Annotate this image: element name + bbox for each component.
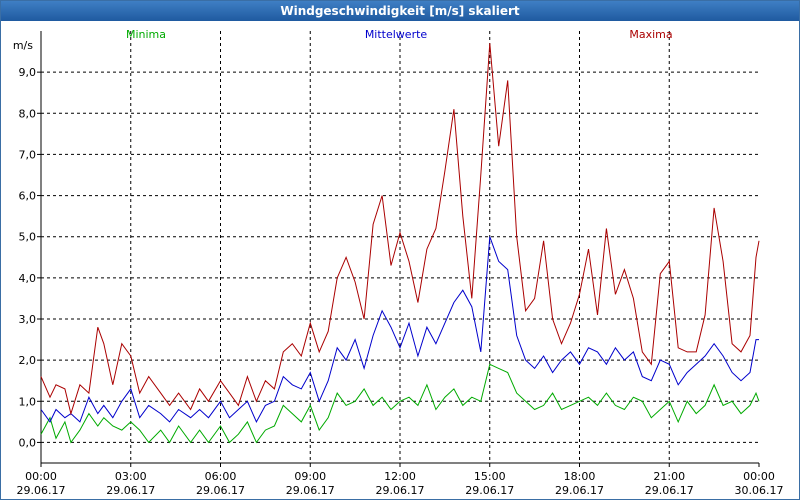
y-axis-label: m/s bbox=[13, 39, 33, 52]
grid bbox=[41, 31, 759, 463]
x-tick-time-label: 21:00 bbox=[653, 470, 685, 483]
x-tick-date-label: 29.06.17 bbox=[465, 484, 514, 497]
x-tick-time-label: 00:00 bbox=[743, 470, 775, 483]
x-tick-date-label: 29.06.17 bbox=[196, 484, 245, 497]
x-tick-date-label: 29.06.17 bbox=[555, 484, 604, 497]
legend-label-minima: Minima bbox=[126, 28, 166, 41]
y-tick-label: 2,0 bbox=[19, 354, 37, 367]
y-tick-label: 1,0 bbox=[19, 395, 37, 408]
y-tick-label: 5,0 bbox=[19, 231, 37, 244]
x-tick-time-label: 06:00 bbox=[205, 470, 237, 483]
x-tick-time-label: 00:00 bbox=[25, 470, 57, 483]
legend-label-mittelwerte: Mittelwerte bbox=[365, 28, 428, 41]
series-line-maxima bbox=[40, 43, 760, 416]
x-tick-time-label: 03:00 bbox=[115, 470, 147, 483]
axes: 0,01,02,03,04,05,06,07,08,09,000:0029.06… bbox=[13, 31, 784, 497]
x-tick-time-label: 09:00 bbox=[294, 470, 326, 483]
y-tick-label: 8,0 bbox=[19, 107, 37, 120]
x-tick-date-label: 29.06.17 bbox=[645, 484, 694, 497]
legend-label-maxima: Maxima bbox=[629, 28, 672, 41]
x-tick-date-label: 29.06.17 bbox=[376, 484, 425, 497]
y-tick-label: 3,0 bbox=[19, 313, 37, 326]
legend: Minima Mittelwerte Maxima bbox=[126, 28, 673, 41]
y-tick-label: 0,0 bbox=[19, 436, 37, 449]
window-title: Windgeschwindigkeit [m/s] skaliert bbox=[1, 1, 799, 21]
x-tick-date-label: 29.06.17 bbox=[106, 484, 155, 497]
x-tick-date-label: 30.06.17 bbox=[735, 484, 784, 497]
x-tick-time-label: 18:00 bbox=[564, 470, 596, 483]
series-line-minima bbox=[40, 363, 760, 444]
y-tick-label: 4,0 bbox=[19, 272, 37, 285]
series-line-mittelwerte bbox=[40, 236, 759, 424]
x-tick-date-label: 29.06.17 bbox=[17, 484, 66, 497]
y-tick-label: 6,0 bbox=[19, 190, 37, 203]
y-tick-label: 9,0 bbox=[19, 66, 37, 79]
x-tick-time-label: 12:00 bbox=[384, 470, 416, 483]
y-tick-label: 7,0 bbox=[19, 148, 37, 161]
x-tick-time-label: 15:00 bbox=[474, 470, 506, 483]
series-group bbox=[40, 43, 760, 444]
x-tick-date-label: 29.06.17 bbox=[286, 484, 335, 497]
